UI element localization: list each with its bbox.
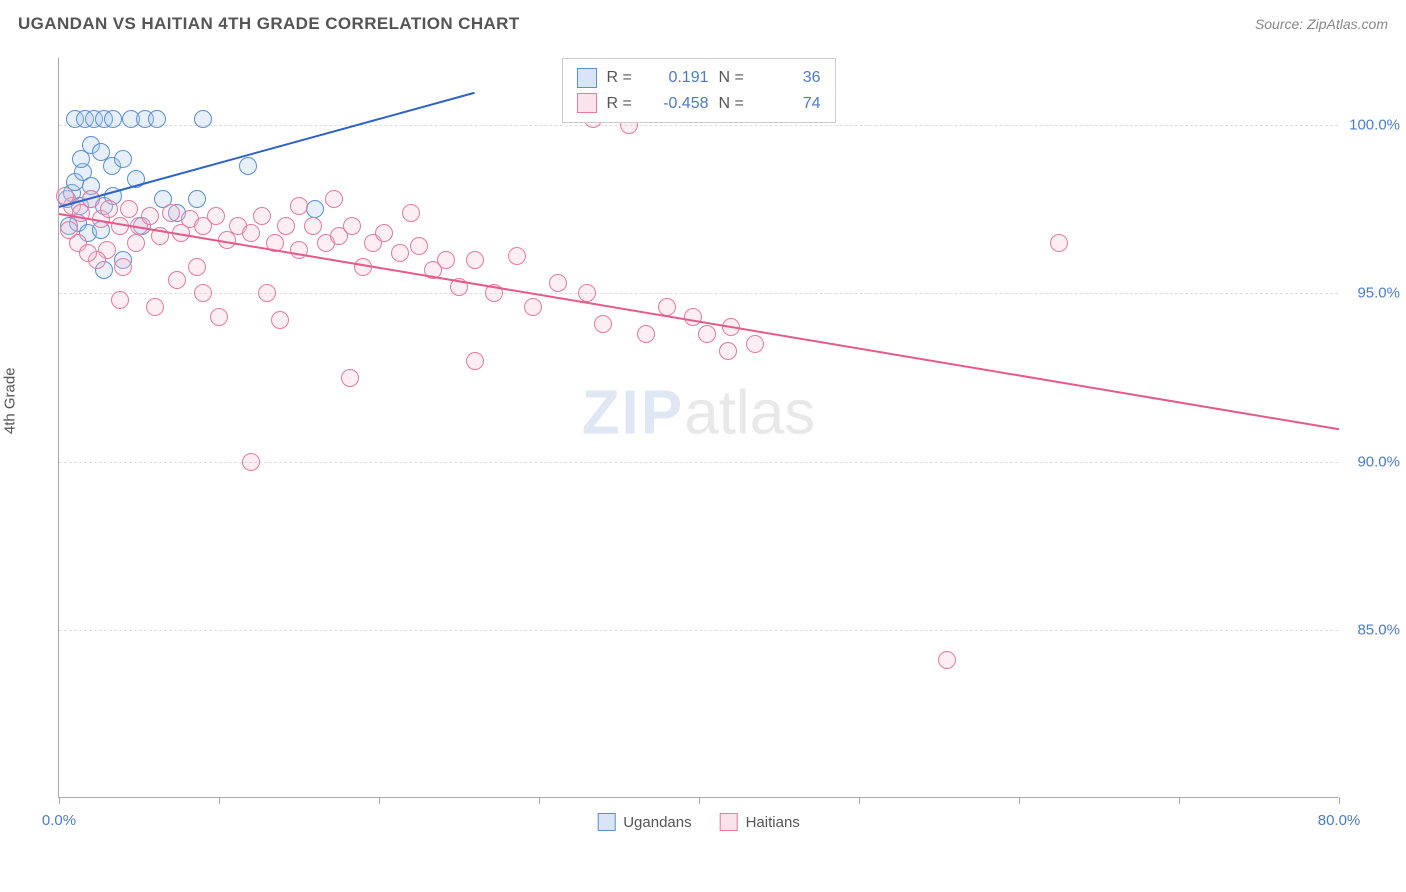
plot-area: ZIPatlas 85.0%90.0%95.0%100.0%0.0%80.0%R… bbox=[58, 58, 1338, 798]
scatter-point bbox=[194, 110, 212, 128]
scatter-point bbox=[290, 197, 308, 215]
scatter-point bbox=[120, 200, 138, 218]
gridline bbox=[59, 630, 1338, 631]
scatter-point bbox=[698, 325, 716, 343]
source-label: Source: ZipAtlas.com bbox=[1255, 16, 1388, 32]
legend-r-label: R = bbox=[607, 91, 641, 117]
legend-swatch bbox=[577, 93, 597, 113]
scatter-point bbox=[210, 308, 228, 326]
scatter-point bbox=[114, 258, 132, 276]
legend-r-value: -0.458 bbox=[651, 91, 709, 117]
scatter-point bbox=[127, 234, 145, 252]
legend-swatch bbox=[597, 813, 615, 831]
legend-swatch bbox=[577, 68, 597, 88]
scatter-point bbox=[637, 325, 655, 343]
x-tick bbox=[539, 797, 540, 804]
legend-n-value: 74 bbox=[763, 91, 821, 117]
legend-n-label: N = bbox=[719, 65, 753, 91]
legend-series-item: Haitians bbox=[720, 813, 800, 831]
x-tick bbox=[1019, 797, 1020, 804]
x-tick bbox=[1339, 797, 1340, 804]
legend-swatch bbox=[720, 813, 738, 831]
gridline bbox=[59, 293, 1338, 294]
x-tick bbox=[219, 797, 220, 804]
x-tick-label: 0.0% bbox=[42, 812, 76, 829]
legend-series-label: Haitians bbox=[746, 814, 800, 831]
y-axis-label: 4th Grade bbox=[2, 367, 19, 434]
legend-n-label: N = bbox=[719, 91, 753, 117]
scatter-point bbox=[375, 224, 393, 242]
chart-title: UGANDAN VS HAITIAN 4TH GRADE CORRELATION… bbox=[18, 14, 520, 34]
scatter-point bbox=[466, 352, 484, 370]
gridline bbox=[59, 125, 1338, 126]
y-tick-label: 85.0% bbox=[1357, 621, 1400, 638]
x-tick bbox=[859, 797, 860, 804]
legend-stats: R = 0.191 N = 36 R = -0.458 N = 74 bbox=[562, 58, 836, 123]
y-tick-label: 90.0% bbox=[1357, 453, 1400, 470]
scatter-point bbox=[100, 200, 118, 218]
trend-line bbox=[59, 213, 1339, 430]
scatter-point bbox=[242, 453, 260, 471]
scatter-point bbox=[508, 247, 526, 265]
watermark-zip: ZIP bbox=[582, 378, 684, 447]
scatter-point bbox=[114, 150, 132, 168]
legend-r-label: R = bbox=[607, 65, 641, 91]
scatter-point bbox=[271, 311, 289, 329]
scatter-point bbox=[239, 157, 257, 175]
legend-stats-row: R = 0.191 N = 36 bbox=[577, 65, 821, 91]
scatter-point bbox=[719, 342, 737, 360]
scatter-point bbox=[168, 271, 186, 289]
legend-n-value: 36 bbox=[763, 65, 821, 91]
scatter-point bbox=[594, 315, 612, 333]
scatter-point bbox=[148, 110, 166, 128]
scatter-point bbox=[242, 224, 260, 242]
scatter-point bbox=[746, 335, 764, 353]
watermark: ZIPatlas bbox=[582, 377, 815, 448]
scatter-point bbox=[437, 251, 455, 269]
scatter-point bbox=[524, 298, 542, 316]
scatter-point bbox=[141, 207, 159, 225]
legend-series-label: Ugandans bbox=[623, 814, 691, 831]
scatter-point bbox=[325, 190, 343, 208]
scatter-point bbox=[1050, 234, 1068, 252]
scatter-point bbox=[79, 244, 97, 262]
scatter-point bbox=[341, 369, 359, 387]
scatter-point bbox=[684, 308, 702, 326]
scatter-point bbox=[306, 200, 324, 218]
x-tick bbox=[1179, 797, 1180, 804]
scatter-point bbox=[466, 251, 484, 269]
scatter-point bbox=[549, 274, 567, 292]
scatter-point bbox=[194, 284, 212, 302]
scatter-point bbox=[60, 221, 78, 239]
scatter-point bbox=[343, 217, 361, 235]
x-tick bbox=[379, 797, 380, 804]
scatter-point bbox=[258, 284, 276, 302]
x-tick bbox=[699, 797, 700, 804]
watermark-atlas: atlas bbox=[684, 378, 815, 447]
scatter-point bbox=[111, 291, 129, 309]
scatter-point bbox=[277, 217, 295, 235]
y-tick-label: 100.0% bbox=[1349, 117, 1400, 134]
scatter-point bbox=[188, 258, 206, 276]
legend-series-item: Ugandans bbox=[597, 813, 691, 831]
legend-stats-row: R = -0.458 N = 74 bbox=[577, 91, 821, 117]
scatter-point bbox=[253, 207, 271, 225]
scatter-point bbox=[391, 244, 409, 262]
scatter-point bbox=[410, 237, 428, 255]
x-tick bbox=[59, 797, 60, 804]
scatter-point bbox=[207, 207, 225, 225]
scatter-point bbox=[104, 110, 122, 128]
scatter-point bbox=[304, 217, 322, 235]
header: UGANDAN VS HAITIAN 4TH GRADE CORRELATION… bbox=[0, 0, 1406, 42]
x-tick-label: 80.0% bbox=[1318, 812, 1361, 829]
scatter-point bbox=[188, 190, 206, 208]
scatter-point bbox=[162, 204, 180, 222]
y-tick-label: 95.0% bbox=[1357, 285, 1400, 302]
scatter-point bbox=[146, 298, 164, 316]
legend-series: Ugandans Haitians bbox=[597, 813, 800, 831]
scatter-point bbox=[938, 651, 956, 669]
chart-container: 4th Grade ZIPatlas 85.0%90.0%95.0%100.0%… bbox=[18, 50, 1388, 868]
scatter-point bbox=[402, 204, 420, 222]
legend-r-value: 0.191 bbox=[651, 65, 709, 91]
